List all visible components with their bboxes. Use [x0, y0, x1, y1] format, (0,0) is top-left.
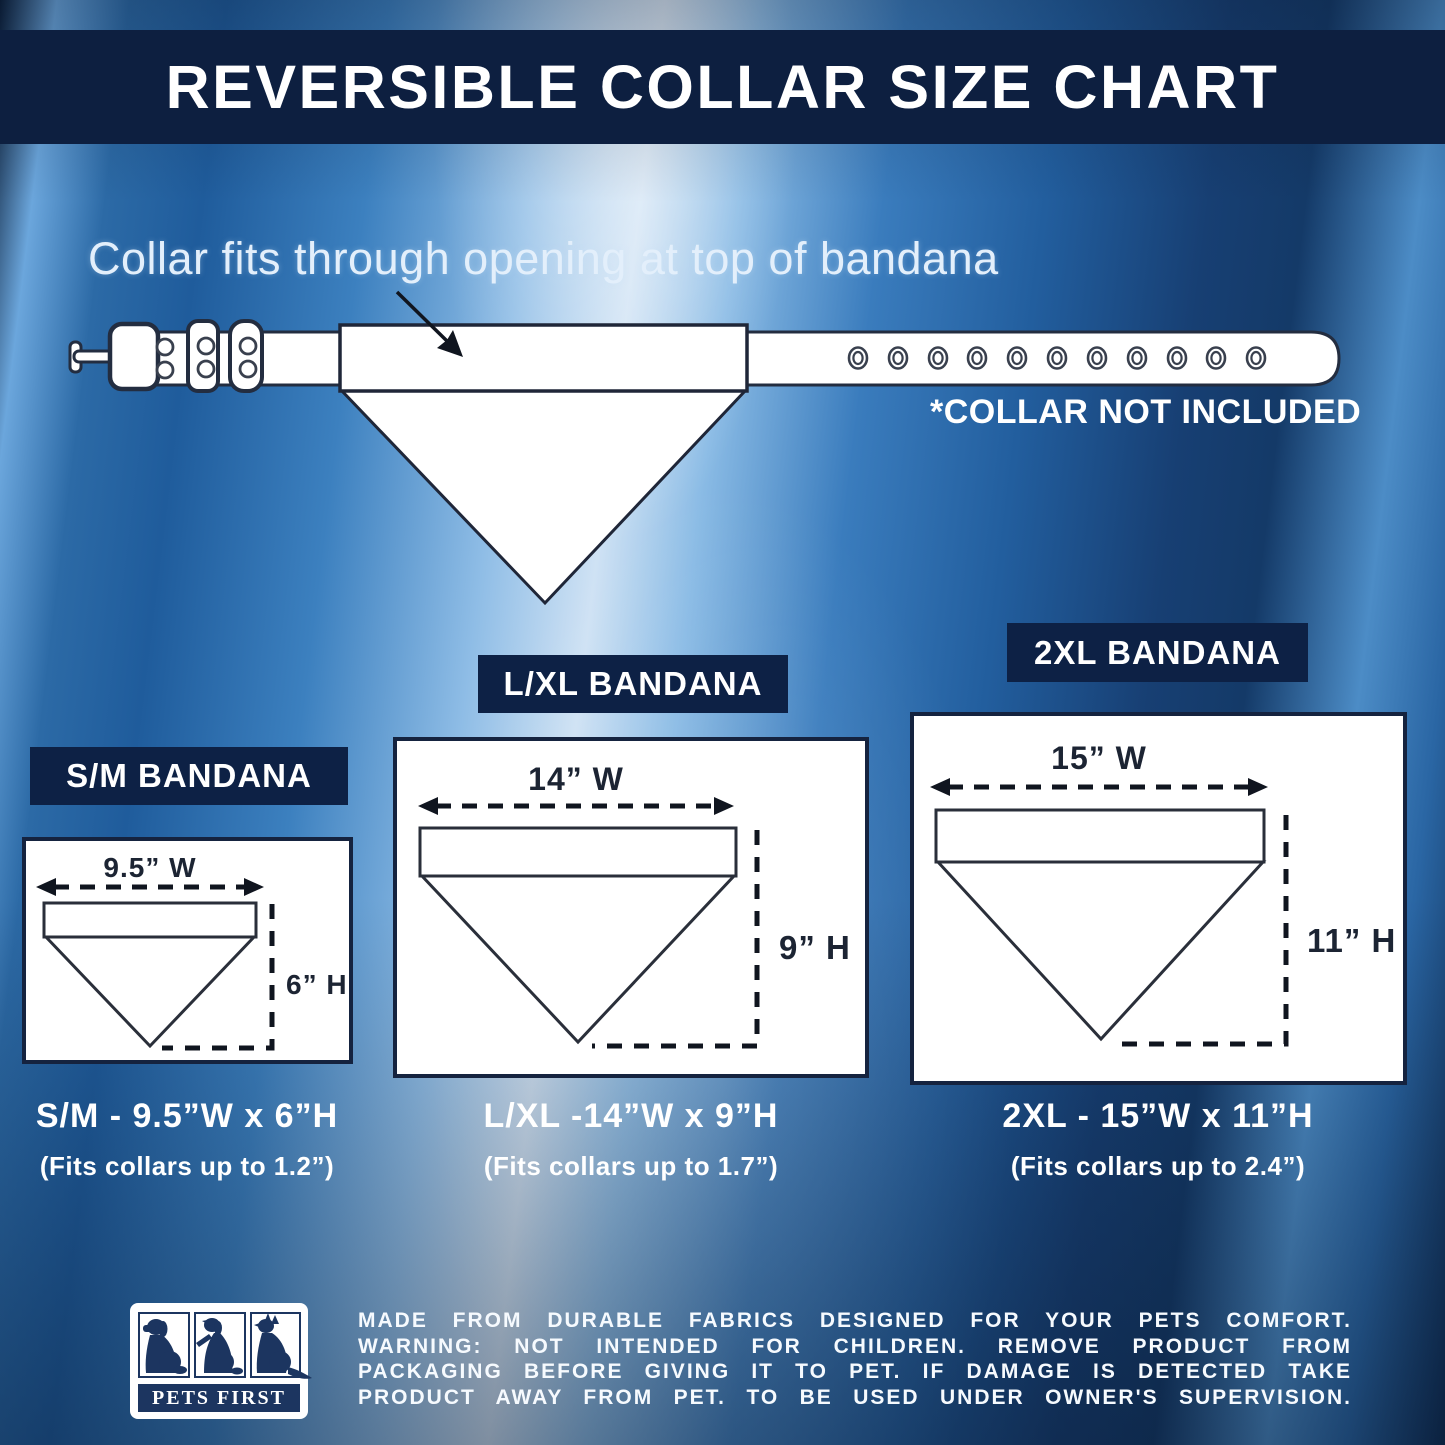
page-title: REVERSIBLE COLLAR SIZE CHART [165, 53, 1280, 121]
size-label-bar-lxl: L/XL BANDANA [478, 655, 788, 713]
lxl-caption: L/XL -14”W x 9”H (Fits collars up to 1.7… [391, 1097, 871, 1182]
collar-buckle [68, 319, 264, 393]
collar-buckle-holes [155, 336, 258, 380]
logo-wordmark: PETS FIRST [138, 1384, 300, 1412]
sm-size-text: S/M - 9.5”W x 6”H [35, 1097, 339, 1135]
collar-not-included-note: *COLLAR NOT INCLUDED [930, 393, 1362, 431]
2xl-width-label: 15” W [1051, 740, 1147, 776]
footer-line: PRODUCT AWAY FROM PET. TO BE USED UNDER … [358, 1385, 1352, 1409]
size-label-bar-2xl: 2XL BANDANA [1007, 623, 1308, 682]
dog-silhouette-1 [143, 1319, 187, 1374]
lxl-height-label: 9” H [779, 929, 851, 966]
size-label-sm: S/M BANDANA [66, 757, 312, 794]
size-label-lxl: L/XL BANDANA [503, 665, 763, 702]
2xl-caption: 2XL - 15”W x 11”H (Fits collars up to 2.… [908, 1097, 1408, 1182]
sm-height-label: 6” H [286, 969, 348, 1000]
2xl-fits-text: (Fits collars up to 2.4”) [1010, 1151, 1306, 1181]
footer-warning-text: MADE FROM DURABLE FABRICS DESIGNED FOR Y… [358, 1308, 1352, 1410]
lxl-fits-text: (Fits collars up to 1.7”) [483, 1151, 779, 1181]
logo-dog-panels [138, 1312, 312, 1379]
footer-line: WARNING: NOT INTENDED FOR CHILDREN. REMO… [358, 1334, 1352, 1358]
sm-fits-text: (Fits collars up to 1.2”) [39, 1151, 335, 1181]
2xl-height-label: 11” H [1307, 922, 1397, 959]
collar-strap-holes [847, 346, 1267, 370]
footer-line: MADE FROM DURABLE FABRICS DESIGNED FOR Y… [358, 1309, 1352, 1332]
lxl-size-text: L/XL -14”W x 9”H [483, 1097, 779, 1135]
collar-illustration [68, 319, 1341, 606]
2xl-size-text: 2XL - 15”W x 11”H [1002, 1097, 1314, 1135]
header-bar: REVERSIBLE COLLAR SIZE CHART [0, 30, 1445, 144]
collar-strap [116, 330, 1341, 387]
sm-width-label: 9.5” W [103, 852, 197, 883]
lxl-width-label: 14” W [528, 761, 624, 797]
bandana-sleeve [338, 323, 749, 393]
footer-line: PACKAGING BEFORE GIVING IT TO PET. IF DA… [358, 1360, 1352, 1384]
pointer-arrow [395, 290, 463, 357]
dog-silhouette-3 [254, 1313, 312, 1379]
sm-caption: S/M - 9.5”W x 6”H (Fits collars up to 1.… [12, 1097, 362, 1182]
size-label-bar-sm: S/M BANDANA [30, 747, 348, 805]
dog-silhouette-2 [196, 1318, 243, 1375]
bandana-triangle [338, 389, 749, 606]
pets-first-logo: PETS FIRST [130, 1303, 312, 1419]
size-label-2xl: 2XL BANDANA [1034, 633, 1281, 671]
collar-caption: Collar fits through opening at top of ba… [88, 233, 999, 284]
